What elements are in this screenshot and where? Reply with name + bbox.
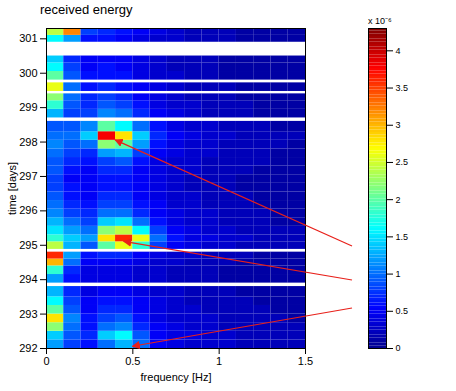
svg-text:296: 296 — [19, 204, 37, 216]
svg-text:2.5: 2.5 — [396, 157, 409, 167]
svg-text:299: 299 — [19, 101, 37, 113]
svg-text:0: 0 — [43, 355, 49, 367]
svg-text:1.5: 1.5 — [298, 355, 313, 367]
svg-text:297: 297 — [19, 170, 37, 182]
svg-text:2: 2 — [396, 195, 401, 205]
svg-text:292: 292 — [19, 342, 37, 354]
svg-text:0.5: 0.5 — [125, 355, 140, 367]
svg-text:300: 300 — [19, 67, 37, 79]
svg-text:293: 293 — [19, 308, 37, 320]
svg-text:298: 298 — [19, 136, 37, 148]
svg-text:3: 3 — [396, 120, 401, 130]
svg-text:1.5: 1.5 — [396, 232, 409, 242]
html-text:received energy: received energy — [40, 2, 133, 17]
svg-text:1: 1 — [216, 355, 222, 367]
svg-text:301: 301 — [19, 32, 37, 44]
svg-text:0: 0 — [396, 343, 401, 353]
svg-text:295: 295 — [19, 239, 37, 251]
svg-text:294: 294 — [19, 273, 37, 285]
svg-text:3.5: 3.5 — [396, 83, 409, 93]
svg-text:time [days]: time [days] — [6, 162, 18, 215]
svg-text:4: 4 — [396, 46, 401, 56]
html-text:x 10⁻⁶: x 10⁻⁶ — [368, 16, 392, 26]
svg-text:0.5: 0.5 — [396, 306, 409, 316]
svg-text:frequency [Hz]: frequency [Hz] — [141, 371, 212, 383]
svg-text:1: 1 — [396, 269, 401, 279]
